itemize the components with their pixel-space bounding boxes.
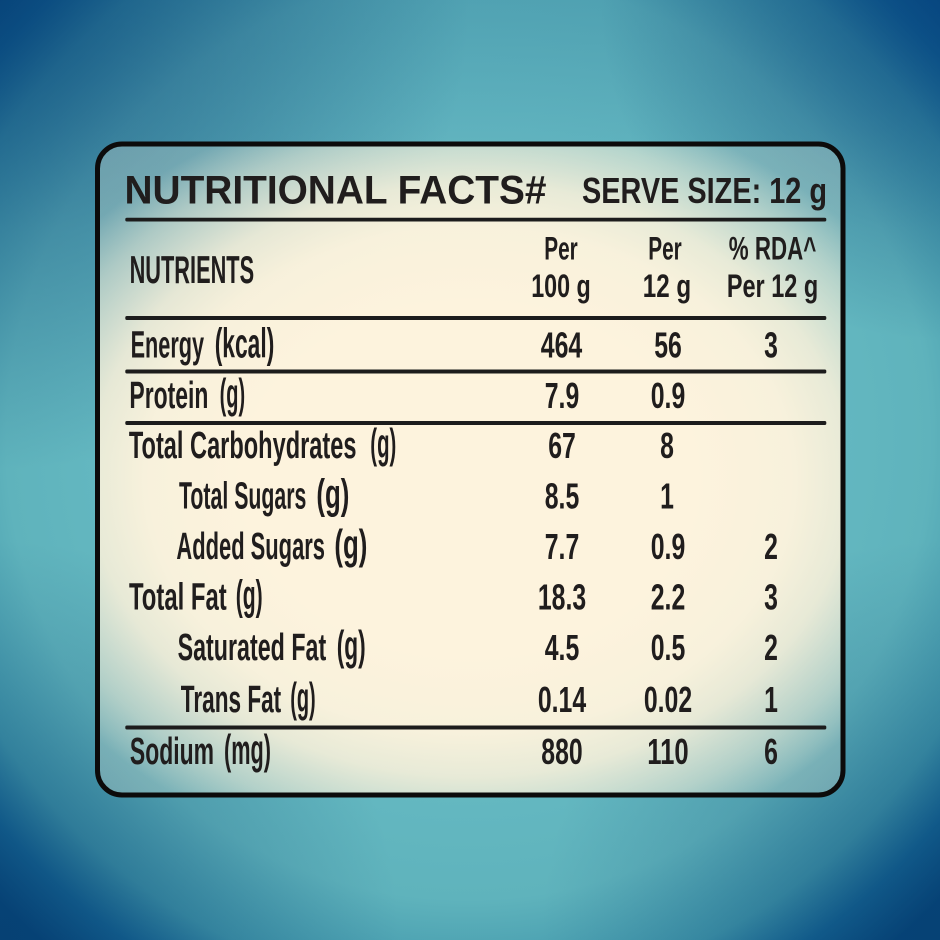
svg-text:0.9: 0.9 <box>651 526 686 567</box>
svg-text:(g): (g) <box>316 471 349 518</box>
svg-text:Total Fat: Total Fat <box>129 577 227 619</box>
svg-text:Per: Per <box>648 231 682 267</box>
svg-text:Per: Per <box>544 231 578 267</box>
svg-text:2: 2 <box>764 627 778 668</box>
svg-text:100 g: 100 g <box>531 268 591 304</box>
svg-text:Sodium: Sodium <box>130 731 214 773</box>
svg-text:% RDA^: % RDA^ <box>729 231 817 267</box>
svg-text:Energy: Energy <box>131 325 205 367</box>
svg-text:12 g: 12 g <box>643 268 691 304</box>
svg-text:56: 56 <box>654 325 682 366</box>
svg-text:(g): (g) <box>370 420 396 467</box>
svg-text:NUTRITIONAL FACTS#: NUTRITIONAL FACTS# <box>125 169 547 213</box>
svg-text:18.3: 18.3 <box>538 577 586 618</box>
svg-text:3: 3 <box>764 577 778 618</box>
svg-text:0.02: 0.02 <box>644 679 692 720</box>
svg-text:464: 464 <box>541 325 583 366</box>
svg-text:3: 3 <box>764 325 778 366</box>
svg-text:(g): (g) <box>220 370 246 417</box>
svg-text:67: 67 <box>548 425 576 466</box>
svg-text:0.9: 0.9 <box>651 375 686 416</box>
svg-text:(g): (g) <box>337 622 366 669</box>
svg-text:Total Sugars: Total Sugars <box>179 476 306 518</box>
svg-text:6: 6 <box>764 731 778 772</box>
svg-text:Saturated Fat: Saturated Fat <box>178 627 327 669</box>
svg-text:880: 880 <box>541 731 582 772</box>
svg-text:2: 2 <box>764 526 778 567</box>
svg-text:Added Sugars: Added Sugars <box>176 526 325 568</box>
svg-text:4.5: 4.5 <box>545 627 580 668</box>
svg-text:1: 1 <box>660 476 674 517</box>
svg-text:0.14: 0.14 <box>538 679 587 720</box>
svg-text:(kcal): (kcal) <box>215 320 275 367</box>
svg-text:7.7: 7.7 <box>545 526 580 567</box>
svg-text:8: 8 <box>660 425 674 466</box>
svg-text:Total Carbohydrates: Total Carbohydrates <box>129 425 357 467</box>
svg-text:NUTRIENTS: NUTRIENTS <box>130 249 255 292</box>
svg-text:110: 110 <box>647 731 688 772</box>
svg-text:2.2: 2.2 <box>651 577 686 618</box>
svg-text:SERVE SIZE: 12 g: SERVE SIZE: 12 g <box>582 170 827 211</box>
svg-text:1: 1 <box>764 679 778 720</box>
svg-text:Protein: Protein <box>129 375 208 417</box>
svg-text:8.5: 8.5 <box>545 476 580 517</box>
svg-text:(g): (g) <box>334 521 367 568</box>
svg-text:Trans Fat: Trans Fat <box>181 679 282 721</box>
svg-text:(g): (g) <box>236 572 263 619</box>
svg-text:0.5: 0.5 <box>651 627 686 668</box>
svg-text:(mg): (mg) <box>224 726 271 773</box>
svg-text:7.9: 7.9 <box>545 375 580 416</box>
svg-text:Per 12 g: Per 12 g <box>727 268 818 304</box>
svg-text:(g): (g) <box>290 674 316 721</box>
